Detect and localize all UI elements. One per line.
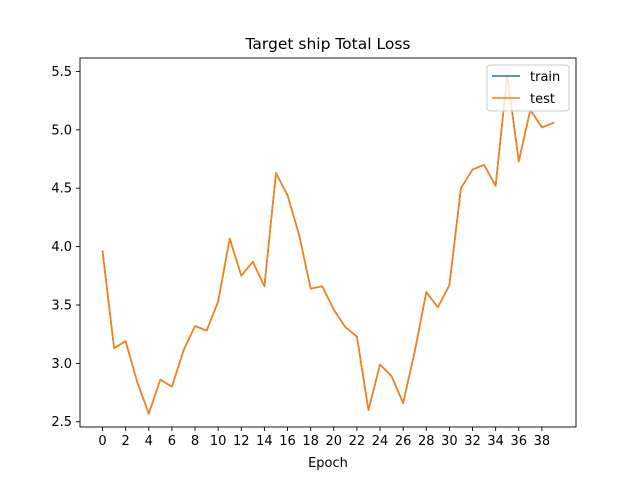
x-tick-label: 32 (464, 434, 481, 449)
x-tick-label: 6 (168, 434, 176, 449)
x-tick-label: 8 (191, 434, 199, 449)
y-tick-label: 5.0 (51, 123, 72, 138)
y-tick-label: 2.5 (51, 415, 72, 430)
plot-frame (79, 57, 577, 428)
y-tick-label: 4.5 (51, 182, 72, 197)
y-tick-label: 3.5 (51, 298, 72, 313)
x-tick-label: 18 (302, 434, 319, 449)
x-tick-label: 34 (487, 434, 504, 449)
x-tick-label: 36 (510, 434, 527, 449)
chart-title: Target ship Total Loss (245, 35, 411, 53)
x-tick-label: 10 (210, 434, 227, 449)
x-tick-label: 28 (418, 434, 435, 449)
legend: train test (486, 64, 570, 112)
x-tick-label: 2 (122, 434, 130, 449)
x-ticks: 0 2 4 6 8 10 12 14 16 18 20 22 24 26 28 30 32 34 36 38 (98, 427, 550, 449)
x-tick-label: 22 (349, 434, 366, 449)
series-line-test (101, 74, 555, 415)
x-tick-label: 38 (534, 434, 551, 449)
y-tick-label: 4.0 (51, 240, 72, 255)
y-ticks: 2.5 3.0 3.5 4.0 4.5 5.0 5.5 (51, 65, 80, 430)
x-tick-label: 24 (372, 434, 389, 449)
x-tick-label: 0 (98, 434, 106, 449)
x-axis-label: Epoch (308, 456, 348, 471)
legend-label-train: train (530, 70, 560, 85)
x-tick-label: 12 (233, 434, 250, 449)
x-tick-label: 4 (145, 434, 153, 449)
series-layer (101, 74, 555, 415)
y-tick-label: 5.5 (51, 65, 72, 80)
x-tick-label: 16 (279, 434, 296, 449)
x-tick-label: 14 (256, 434, 273, 449)
x-tick-label: 20 (326, 434, 343, 449)
x-tick-label: 30 (441, 434, 458, 449)
y-tick-label: 3.0 (51, 357, 72, 372)
x-tick-label: 26 (395, 434, 412, 449)
legend-label-test: test (530, 92, 555, 107)
